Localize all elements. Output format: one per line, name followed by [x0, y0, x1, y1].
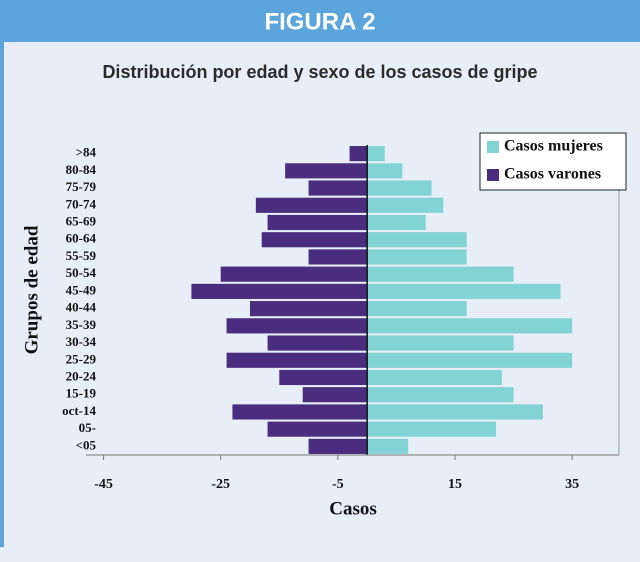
legend-swatch	[487, 141, 499, 153]
x-tick-label: 15	[448, 477, 462, 492]
y-tick-label: 45-49	[66, 282, 97, 297]
bar	[308, 180, 368, 196]
bar	[367, 438, 409, 454]
bar	[367, 266, 514, 282]
bar	[267, 421, 368, 437]
y-tick-label: 70-74	[66, 196, 97, 211]
bar	[367, 146, 385, 162]
bar	[367, 404, 543, 420]
y-axis-title: Grupos de edad	[21, 225, 42, 354]
y-tick-label: 80-84	[66, 162, 97, 177]
bar	[367, 387, 514, 403]
y-tick-label: 50-54	[66, 265, 97, 280]
legend-label: Casos varones	[504, 166, 601, 183]
x-tick-label: -5	[332, 477, 344, 492]
chart-title: FIGURA 2	[264, 8, 375, 35]
y-tick-label: oct-14	[62, 403, 96, 418]
bar	[285, 163, 368, 179]
bar	[232, 404, 368, 420]
bar	[226, 318, 368, 334]
bar	[267, 214, 368, 231]
bar	[349, 146, 368, 162]
legend-swatch	[487, 169, 499, 181]
x-tick-label: -45	[94, 477, 113, 492]
chart-subtitle: Distribución por edad y sexo de los caso…	[102, 62, 537, 82]
bar	[255, 197, 368, 213]
bar	[367, 283, 561, 299]
header-band	[0, 0, 640, 42]
bar	[367, 197, 444, 213]
y-tick-label: 30-34	[66, 334, 97, 349]
y-tick-label: 15-19	[66, 386, 97, 401]
y-tick-label: 35-39	[66, 317, 97, 332]
bar	[367, 335, 514, 351]
panel-border	[0, 42, 4, 547]
bar	[191, 283, 368, 299]
bar	[367, 163, 403, 179]
y-tick-label: 65-69	[66, 213, 97, 228]
y-tick-label: 25-29	[66, 351, 97, 366]
y-tick-label: >84	[76, 145, 97, 160]
y-tick-label: <05	[76, 437, 97, 452]
bar	[367, 352, 573, 368]
bar	[302, 387, 368, 403]
y-tick-label: 75-79	[66, 179, 97, 194]
bar	[367, 318, 573, 334]
bar	[226, 352, 368, 368]
y-tick-label: 40-44	[66, 300, 97, 315]
bar	[308, 249, 368, 265]
bar	[367, 301, 467, 317]
legend-label: Casos mujeres	[504, 138, 603, 155]
bar	[367, 421, 496, 437]
bar	[367, 249, 467, 265]
bar	[261, 232, 368, 248]
y-tick-label: 20-24	[66, 368, 97, 383]
bar	[250, 301, 368, 317]
bar	[220, 266, 368, 282]
bar	[367, 232, 467, 248]
y-tick-label: 60-64	[66, 231, 97, 246]
bar	[267, 335, 368, 351]
bar	[367, 369, 502, 386]
bar	[367, 214, 426, 231]
y-tick-label: 55-59	[66, 248, 97, 263]
x-axis-title: Casos	[329, 498, 377, 519]
bar	[367, 180, 432, 196]
bar	[308, 438, 368, 454]
legend-box	[479, 132, 627, 191]
x-tick-label: -25	[211, 477, 230, 492]
x-tick-label: 35	[565, 477, 579, 492]
bar	[279, 369, 368, 386]
y-tick-label: 05-	[79, 420, 96, 435]
